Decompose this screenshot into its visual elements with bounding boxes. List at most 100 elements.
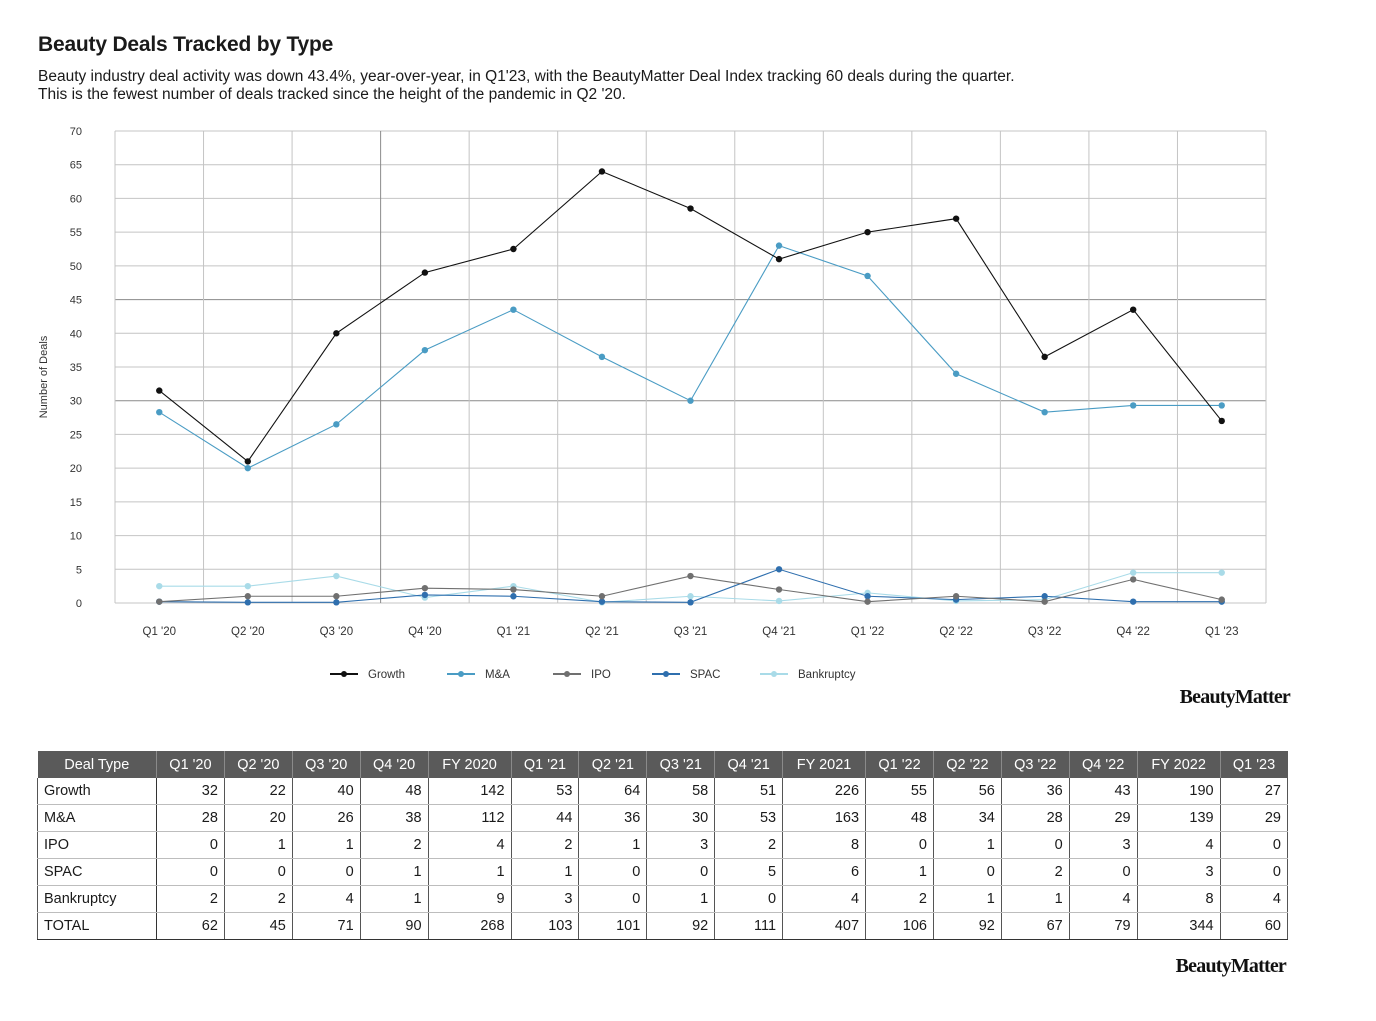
table-cell: 36 xyxy=(1000,778,1070,805)
x-tick-label: Q2 '22 xyxy=(939,626,973,638)
table-cell: 1 xyxy=(359,858,429,886)
table-cell: 0 xyxy=(1068,858,1138,886)
table-cell: 0 xyxy=(156,831,225,859)
table-cell: 2 xyxy=(510,831,580,859)
table-cell: 1 xyxy=(932,885,1002,913)
x-tick-label: Q1 '22 xyxy=(851,626,885,638)
data-point xyxy=(687,205,694,212)
data-point xyxy=(775,586,783,593)
table-cell: 2 xyxy=(223,885,293,913)
data-point xyxy=(421,584,429,592)
data-point xyxy=(244,582,252,590)
x-tick-label: Q4 '21 xyxy=(762,626,796,638)
data-point xyxy=(421,346,429,354)
y-tick-label: 0 xyxy=(76,598,82,610)
table-cell: 101 xyxy=(578,912,648,940)
table-cell: 1 xyxy=(646,885,716,913)
table-cell: 28 xyxy=(1000,804,1070,832)
data-point xyxy=(775,242,783,249)
data-point xyxy=(687,599,694,606)
row-label: Bankruptcy xyxy=(37,885,157,913)
table-cell: 55 xyxy=(865,778,934,805)
table-cell: 34 xyxy=(932,804,1002,832)
table-cell: 1 xyxy=(932,831,1002,859)
table-cell: 36 xyxy=(578,804,648,832)
table-cell: 190 xyxy=(1136,778,1221,805)
table-cell: 4 xyxy=(427,831,512,859)
data-point xyxy=(510,306,517,313)
subtitle-line-2: This is the fewest number of deals track… xyxy=(38,86,626,103)
table-cell: 0 xyxy=(1000,831,1070,859)
table-cell: 1 xyxy=(865,858,934,886)
data-point xyxy=(598,593,606,600)
column-header: Q2 '20 xyxy=(224,751,293,778)
table-cell: 53 xyxy=(510,778,580,805)
table-header-row: Deal Type Q1 '20 Q2 '20 Q3 '20 Q4 '20 FY 2020… xyxy=(37,751,1288,778)
data-point xyxy=(333,593,340,600)
deals-table: Deal Type Q1 '20 Q2 '20 Q3 '20 Q4 '20 FY 2020… xyxy=(37,751,1289,940)
beautymatter-logo-footer: BeautyMatter xyxy=(1175,955,1287,977)
x-tick-label: Q1 '23 xyxy=(1205,626,1239,638)
data-point xyxy=(775,566,783,573)
table-cell: 0 xyxy=(1219,831,1289,859)
table-cell: 62 xyxy=(156,912,225,940)
table-cell: 1 xyxy=(359,885,429,913)
table-cell: 142 xyxy=(427,778,512,805)
column-header: Q3 '22 xyxy=(1001,751,1070,778)
data-point xyxy=(687,593,694,600)
table-cell: 1 xyxy=(1000,885,1070,913)
data-point xyxy=(510,586,517,593)
table-cell: 1 xyxy=(291,831,361,859)
row-label: M&A xyxy=(37,804,157,832)
legend-label: SPAC xyxy=(690,669,720,681)
data-point xyxy=(1129,306,1137,313)
table-cell: 3 xyxy=(1068,831,1138,859)
legend-marker xyxy=(663,671,669,677)
legend-label: Bankruptcy xyxy=(798,669,856,681)
table-cell: 2 xyxy=(865,885,934,913)
data-point xyxy=(421,269,429,276)
table-cell: 45 xyxy=(223,912,293,940)
column-header: Q1 '20 xyxy=(156,751,225,778)
x-tick-label: Q3 '20 xyxy=(320,626,354,638)
table-row: IPO 0 1 1 2 4 2 1 3 2 8 0 1 0 3 4 0 xyxy=(37,831,1289,859)
table-cell: 20 xyxy=(223,804,293,832)
table-cell: 58 xyxy=(646,778,716,805)
table-cell: 4 xyxy=(782,885,867,913)
data-point xyxy=(510,593,517,600)
column-header: FY 2021 xyxy=(782,751,867,778)
data-point xyxy=(333,599,340,606)
chart-subtitle: Beauty industry deal activity was down 4… xyxy=(38,68,1188,104)
table-cell: 1 xyxy=(510,858,580,886)
data-point xyxy=(1218,402,1225,409)
data-point xyxy=(864,593,871,600)
table-cell: 43 xyxy=(1068,778,1138,805)
subtitle-line-1: Beauty industry deal activity was down 4… xyxy=(38,68,1015,85)
data-point xyxy=(952,593,960,600)
table-cell: 92 xyxy=(932,912,1002,940)
x-tick-label: Q1 '20 xyxy=(143,626,177,638)
table-row: Growth 32 22 40 48 142 53 64 58 51 226 55 56 36 43 190 2… xyxy=(37,778,1289,805)
data-point xyxy=(244,593,252,600)
table-cell: 79 xyxy=(1068,912,1138,940)
column-header: Q4 '21 xyxy=(714,751,784,778)
table-cell: 103 xyxy=(510,912,580,940)
table-cell: 6 xyxy=(782,858,867,886)
table-cell: 32 xyxy=(156,778,225,805)
table-cell: 4 xyxy=(1219,885,1289,913)
table-cell: 226 xyxy=(782,778,867,805)
column-header: FY 2022 xyxy=(1137,751,1221,778)
table-cell: 30 xyxy=(646,804,716,832)
row-label: SPAC xyxy=(37,858,157,886)
table-cell: 0 xyxy=(223,858,293,886)
data-point xyxy=(775,597,783,605)
legend-marker xyxy=(341,671,347,677)
data-point xyxy=(244,458,252,465)
table-cell: 111 xyxy=(714,912,784,940)
table-cell: 0 xyxy=(578,885,648,913)
y-tick-label: 10 xyxy=(70,531,82,543)
table-cell: 60 xyxy=(1219,912,1289,940)
y-tick-label: 60 xyxy=(70,193,82,205)
table-cell: 344 xyxy=(1136,912,1221,940)
table-cell: 27 xyxy=(1219,778,1289,805)
